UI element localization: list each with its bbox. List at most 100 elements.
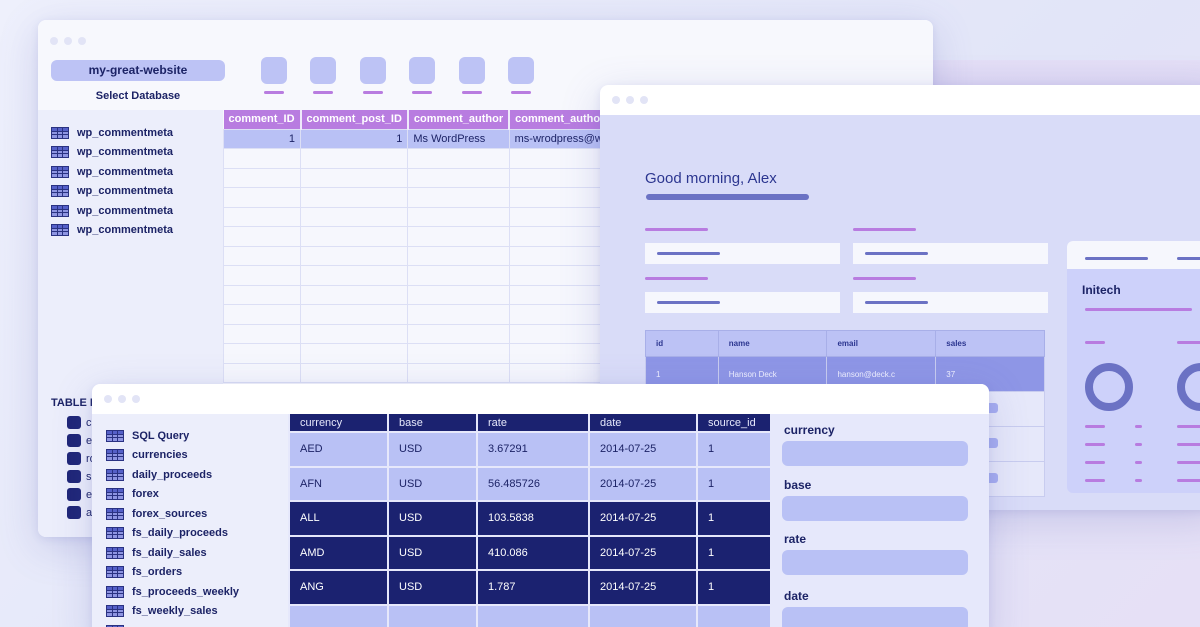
sidebar-table-item[interactable]: daily_proceeds xyxy=(106,467,212,483)
toolbar-button-4[interactable] xyxy=(409,57,435,84)
table-row[interactable] xyxy=(290,605,772,627)
table-cell[interactable]: AED xyxy=(290,433,387,468)
sidebar-item-sql-query[interactable]: SQL Query xyxy=(106,428,189,444)
form-field[interactable] xyxy=(853,292,1048,313)
checkbox[interactable] xyxy=(67,416,81,429)
column-header[interactable]: comment_ID xyxy=(223,110,302,129)
sidebar-table-item[interactable]: fs_orders xyxy=(106,564,182,580)
company-card[interactable]: Initech xyxy=(1067,241,1200,493)
table-row-selected[interactable]: ANG USD 1.787 2014-07-25 1 xyxy=(290,571,772,606)
table-row[interactable] xyxy=(222,284,640,305)
column-header[interactable]: comment_post_ID xyxy=(300,110,409,129)
table-cell[interactable]: 410.086 xyxy=(478,536,588,571)
table-row[interactable] xyxy=(222,323,640,344)
window-control-minimize[interactable] xyxy=(64,37,72,45)
table-cell[interactable]: 1.787 xyxy=(478,571,588,606)
window-control-maximize[interactable] xyxy=(640,96,648,104)
checkbox[interactable] xyxy=(67,488,81,501)
index-checkbox-item[interactable]: ro xyxy=(67,452,96,465)
window-control-close[interactable] xyxy=(50,37,58,45)
index-checkbox-item[interactable]: e xyxy=(67,488,92,501)
sidebar-table-item[interactable]: currencies xyxy=(106,447,188,463)
toolbar-button-3[interactable] xyxy=(360,57,386,84)
sidebar-table-item[interactable]: fs_daily_sales xyxy=(106,545,207,561)
currency-input[interactable] xyxy=(782,441,968,466)
index-checkbox-item[interactable]: s xyxy=(67,470,92,483)
toolbar-button-5[interactable] xyxy=(459,57,485,84)
sidebar-table-item[interactable]: fs_proceeds_weekly xyxy=(106,584,239,600)
table-cell[interactable]: ALL xyxy=(290,502,387,537)
window-control-maximize[interactable] xyxy=(132,395,140,403)
table-row-selected[interactable]: AMD USD 410.086 2014-07-25 1 xyxy=(290,536,772,571)
table-cell[interactable]: 1 xyxy=(698,467,772,502)
form-field[interactable] xyxy=(645,292,840,313)
rate-input[interactable] xyxy=(782,550,968,575)
sidebar-table-item[interactable]: wp_commentmeta xyxy=(51,183,173,199)
column-header[interactable]: currency xyxy=(290,414,387,433)
checkbox[interactable] xyxy=(67,434,81,447)
column-header[interactable]: source_id xyxy=(698,414,772,433)
table-cell[interactable]: ANG xyxy=(290,571,387,606)
table-cell[interactable]: 2014-07-25 xyxy=(590,536,696,571)
table-cell[interactable]: 2014-07-25 xyxy=(590,433,696,468)
table-cell[interactable]: AFN xyxy=(290,467,387,502)
sidebar-table-item[interactable]: wp_commentmeta xyxy=(51,222,173,238)
sidebar-table-item[interactable]: forex_sources xyxy=(106,506,207,522)
column-header[interactable]: date xyxy=(590,414,696,433)
table-cell[interactable]: 1 xyxy=(698,502,772,537)
table-row[interactable] xyxy=(222,362,640,383)
table-cell[interactable]: 1 xyxy=(698,536,772,571)
sidebar-table-item[interactable]: fs_daily_proceeds xyxy=(106,525,228,541)
sidebar-table-item[interactable]: wp_commentmeta xyxy=(51,144,173,160)
index-checkbox-item[interactable]: a xyxy=(67,506,92,519)
index-checkbox-item[interactable]: e xyxy=(67,434,92,447)
table-row[interactable] xyxy=(222,343,640,364)
table-row[interactable] xyxy=(222,206,640,227)
sidebar-table-item[interactable] xyxy=(106,623,124,627)
table-cell[interactable]: USD xyxy=(389,502,476,537)
table-cell[interactable]: USD xyxy=(389,536,476,571)
table-cell[interactable]: 2014-07-25 xyxy=(590,467,696,502)
window-control-close[interactable] xyxy=(612,96,620,104)
toolbar-button-2[interactable] xyxy=(310,57,336,84)
table-row[interactable] xyxy=(222,187,640,208)
table-row[interactable] xyxy=(222,148,640,169)
table-cell[interactable]: AMD xyxy=(290,536,387,571)
checkbox[interactable] xyxy=(67,452,81,465)
table-row[interactable]: 1 1 Ms WordPress ms-wrodpress@wordp xyxy=(222,128,640,149)
table-cell[interactable]: USD xyxy=(389,433,476,468)
form-field[interactable] xyxy=(853,243,1048,264)
table-cell[interactable]: 1 xyxy=(698,433,772,468)
column-header[interactable]: id xyxy=(645,330,719,357)
column-header[interactable]: name xyxy=(717,330,828,357)
window-control-minimize[interactable] xyxy=(626,96,634,104)
sidebar-table-item[interactable]: wp_commentmeta xyxy=(51,164,173,180)
table-row[interactable] xyxy=(222,226,640,247)
table-cell[interactable]: Ms WordPress xyxy=(407,128,510,149)
date-input[interactable] xyxy=(782,607,968,627)
sidebar-table-item[interactable]: forex xyxy=(106,486,159,502)
base-input[interactable] xyxy=(782,496,968,521)
column-header[interactable]: base xyxy=(389,414,476,433)
database-select[interactable]: my-great-website xyxy=(51,60,225,81)
sidebar-table-item[interactable]: wp_commentmeta xyxy=(51,203,173,219)
checkbox[interactable] xyxy=(67,506,81,519)
table-row[interactable]: AED USD 3.67291 2014-07-25 1 xyxy=(290,433,772,468)
table-cell[interactable]: 1 xyxy=(222,128,302,149)
checkbox[interactable] xyxy=(67,470,81,483)
window-control-minimize[interactable] xyxy=(118,395,126,403)
table-row[interactable] xyxy=(222,167,640,188)
column-header[interactable]: sales xyxy=(935,330,1045,357)
table-cell[interactable]: 103.5838 xyxy=(478,502,588,537)
table-row[interactable] xyxy=(222,304,640,325)
column-header[interactable]: rate xyxy=(478,414,588,433)
table-cell[interactable]: 1 xyxy=(300,128,409,149)
window-control-close[interactable] xyxy=(104,395,112,403)
column-header[interactable]: email xyxy=(826,330,937,357)
table-cell[interactable]: 56.485726 xyxy=(478,467,588,502)
table-row-selected[interactable]: ALL USD 103.5838 2014-07-25 1 xyxy=(290,502,772,537)
table-cell[interactable]: 2014-07-25 xyxy=(590,502,696,537)
table-cell[interactable]: USD xyxy=(389,571,476,606)
table-cell[interactable]: USD xyxy=(389,467,476,502)
window-control-maximize[interactable] xyxy=(78,37,86,45)
